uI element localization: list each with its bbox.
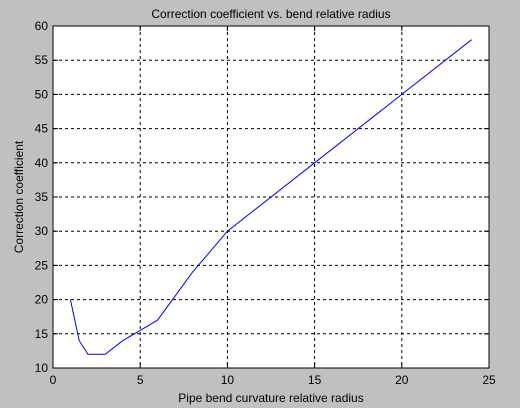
y-tick-label: 25 (35, 258, 49, 272)
y-tick-label: 20 (35, 293, 49, 307)
y-tick-label: 40 (35, 156, 49, 170)
x-tick-label: 0 (50, 373, 57, 387)
ticks: 0 5 10 15 20 25 10 15 20 25 30 35 40 45 50 55 60 (35, 19, 496, 387)
x-tick-label: 15 (308, 373, 322, 387)
y-tick-label: 35 (35, 190, 49, 204)
series-line (69, 39, 472, 355)
x-tick-label: 20 (395, 373, 409, 387)
series-layer (69, 39, 472, 355)
y-tick-label: 45 (35, 122, 49, 136)
y-tick-label: 55 (35, 53, 49, 67)
y-tick-label: 10 (35, 361, 49, 375)
y-tick-label: 30 (35, 224, 49, 238)
x-tick-label: 25 (482, 373, 496, 387)
y-axis-label: Correction coefficient (12, 140, 26, 253)
chart-title: Correction coefficient vs. bend relative… (151, 7, 390, 21)
y-tick-label: 50 (35, 87, 49, 101)
x-tick-label: 5 (137, 373, 144, 387)
x-axis-label: Pipe bend curvature relative radius (178, 391, 363, 405)
y-tick-label: 60 (35, 19, 49, 33)
y-tick-label: 15 (35, 327, 49, 341)
x-tick-label: 10 (221, 373, 235, 387)
